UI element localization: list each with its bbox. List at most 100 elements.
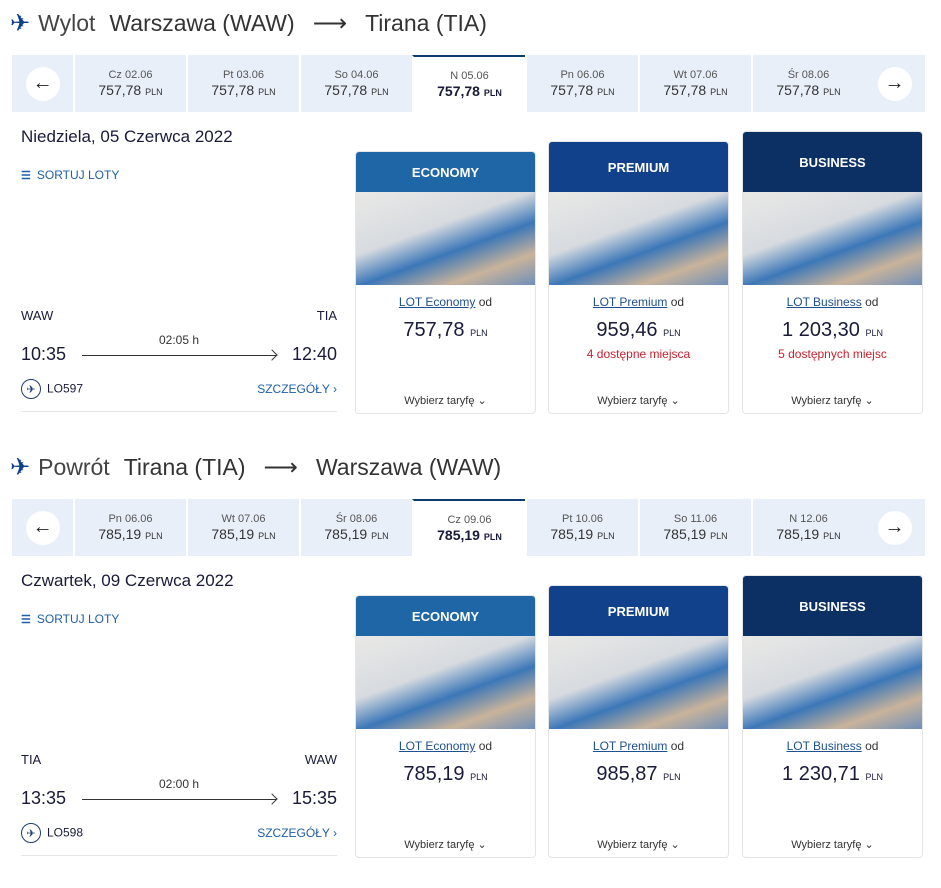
fare-price-value: 757,78 (403, 319, 465, 341)
prev-dates-button[interactable]: ← (25, 66, 60, 101)
fare-price: 785,19 PLN (356, 763, 535, 786)
date-label: Śr 08.06 (335, 513, 378, 525)
date-option[interactable]: Wt 07.06 757,78 PLN (638, 55, 751, 112)
price-value: 757,78 (211, 82, 255, 98)
route-arrow-icon: ⟶ (263, 453, 298, 481)
fare-card-economy[interactable]: ECONOMY LOT Economy od 757,78 PLN Wybierz t… (355, 151, 536, 414)
date-option[interactable]: N 05.06 757,78 PLN (412, 55, 525, 112)
flight-footer: ✈ LO598 SZCZEGÓŁY › (21, 823, 337, 843)
choose-fare-button[interactable]: Wybierz taryfę ⌄ (356, 394, 535, 407)
origin-code: TIA (21, 752, 42, 767)
route-header: ✈ Powrót Tirana (TIA) ⟶ Warszawa (WAW) (10, 450, 501, 484)
fare-price: 985,87 PLN (549, 763, 728, 786)
origin-city: Warszawa (WAW) (109, 9, 295, 36)
duration-arrow-icon (82, 799, 276, 800)
direction-label: Powrót (38, 453, 110, 480)
fare-link-line: LOT Economy od (356, 295, 535, 309)
date-label: N 05.06 (450, 70, 489, 82)
date-option[interactable]: Cz 09.06 785,19 PLN (412, 499, 525, 556)
date-option[interactable]: Pn 06.06 785,19 PLN (73, 499, 186, 556)
destination-city: Warszawa (WAW) (315, 453, 502, 480)
from-label: od (865, 295, 879, 309)
duration: 02:00 h (82, 777, 276, 813)
next-dates-button[interactable]: → (877, 510, 912, 545)
outbound-section: ✈ Wylot Warszawa (WAW) ⟶ Tirana (TIA) ← Cz 02.… (0, 0, 941, 444)
date-option[interactable]: Pn 06.06 757,78 PLN (525, 55, 638, 112)
fare-link-line: LOT Premium od (549, 295, 728, 309)
fare-card-premium[interactable]: PREMIUM LOT Premium od 959,46 PLN 4 dostępn… (548, 141, 729, 414)
date-option[interactable]: So 04.06 757,78 PLN (299, 55, 412, 112)
seats-available: 5 dostępnych miejsc (778, 347, 887, 361)
date-price: 757,78 PLN (437, 83, 502, 99)
lot-logo-icon: ✈ (21, 379, 41, 399)
date-price: 785,19 PLN (776, 526, 840, 542)
date-option[interactable]: So 11.06 785,19 PLN (638, 499, 751, 556)
fare-link-line: LOT Business od (743, 295, 922, 309)
fare-card-business[interactable]: BUSINESS LOT Business od 1 230,71 PLN Wybie… (742, 575, 923, 858)
date-option[interactable]: Śr 08.06 785,19 PLN (299, 499, 412, 556)
price-value: 785,19 (324, 526, 368, 542)
choose-fare-button[interactable]: Wybierz taryfę ⌄ (356, 838, 535, 851)
choose-fare-button[interactable]: Wybierz taryfę ⌄ (743, 838, 922, 851)
fare-currency: PLN (470, 772, 488, 782)
price-value: 757,78 (437, 83, 480, 99)
chevron-down-icon: ⌄ (667, 839, 680, 851)
price-currency: PLN (710, 87, 728, 97)
date-price: 785,19 PLN (98, 526, 162, 542)
price-currency: PLN (258, 87, 276, 97)
choose-fare-button[interactable]: Wybierz taryfę ⌄ (743, 394, 922, 407)
date-option[interactable]: Wt 07.06 785,19 PLN (186, 499, 299, 556)
date-option[interactable]: Pt 03.06 757,78 PLN (186, 55, 299, 112)
date-price: 785,19 PLN (211, 526, 275, 542)
choose-fare-button[interactable]: Wybierz taryfę ⌄ (549, 394, 728, 407)
choose-fare-label: Wybierz taryfę (404, 839, 475, 851)
fare-name-link[interactable]: LOT Economy (398, 739, 476, 753)
fare-price-value: 1 230,71 (782, 763, 860, 785)
sort-flights-button[interactable]: ☰ SORTUJ LOTY (21, 612, 119, 626)
price-value: 757,78 (776, 82, 820, 98)
date-price: 785,19 PLN (324, 526, 388, 542)
price-currency: PLN (258, 531, 276, 541)
fare-name-link[interactable]: LOT Premium (592, 295, 668, 309)
fare-card-business[interactable]: BUSINESS LOT Business od 1 203,30 PLN 5 dos… (742, 131, 923, 414)
return-section: ✈ Powrót Tirana (TIA) ⟶ Warszawa (WAW) ← Pn 06… (0, 444, 941, 888)
next-dates-button[interactable]: → (877, 66, 912, 101)
choose-fare-label: Wybierz taryfę (597, 395, 668, 407)
cabin-photo (743, 636, 922, 729)
choose-fare-button[interactable]: Wybierz taryfę ⌄ (549, 838, 728, 851)
flight-number: LO598 (47, 825, 84, 840)
fare-name-link[interactable]: LOT Economy (398, 295, 476, 309)
direction-label: Wylot (38, 9, 96, 36)
date-label: So 04.06 (334, 69, 379, 81)
date-price: 785,19 PLN (550, 526, 614, 542)
sort-flights-button[interactable]: ☰ SORTUJ LOTY (21, 168, 119, 182)
cabin-photo (549, 636, 728, 729)
fare-currency: PLN (663, 328, 681, 338)
price-value: 757,78 (98, 82, 142, 98)
fare-name-link[interactable]: LOT Premium (592, 739, 668, 753)
fare-card-premium[interactable]: PREMIUM LOT Premium od 985,87 PLN Wybierz t… (548, 585, 729, 858)
plane-icon: ✈ (10, 453, 31, 481)
fare-link-line: LOT Premium od (549, 739, 728, 753)
fare-price: 757,78 PLN (356, 319, 535, 342)
details-link[interactable]: SZCZEGÓŁY › (257, 382, 337, 396)
fare-name-link[interactable]: LOT Business (786, 295, 862, 309)
date-option[interactable]: Pt 10.06 785,19 PLN (525, 499, 638, 556)
fare-currency: PLN (470, 328, 488, 338)
fare-name-link[interactable]: LOT Business (786, 739, 862, 753)
date-option[interactable]: N 12.06 785,19 PLN (751, 499, 864, 556)
date-option[interactable]: Cz 02.06 757,78 PLN (73, 55, 186, 112)
fare-class-header: PREMIUM (549, 142, 728, 192)
fare-card-economy[interactable]: ECONOMY LOT Economy od 785,19 PLN Wybierz t… (355, 595, 536, 858)
selected-date-heading: Czwartek, 09 Czerwca 2022 (21, 571, 234, 590)
plane-icon: ✈ (10, 9, 31, 37)
fare-price: 1 230,71 PLN (743, 763, 922, 786)
details-link[interactable]: SZCZEGÓŁY › (257, 826, 337, 840)
from-label: od (670, 739, 685, 753)
date-option[interactable]: Śr 08.06 757,78 PLN (751, 55, 864, 112)
prev-dates-button[interactable]: ← (25, 510, 60, 545)
seats-available: 4 dostępne miejsca (586, 347, 691, 361)
chevron-down-icon: ⌄ (861, 839, 874, 851)
fare-class-header: PREMIUM (549, 586, 728, 636)
destination-code: WAW (304, 752, 337, 767)
